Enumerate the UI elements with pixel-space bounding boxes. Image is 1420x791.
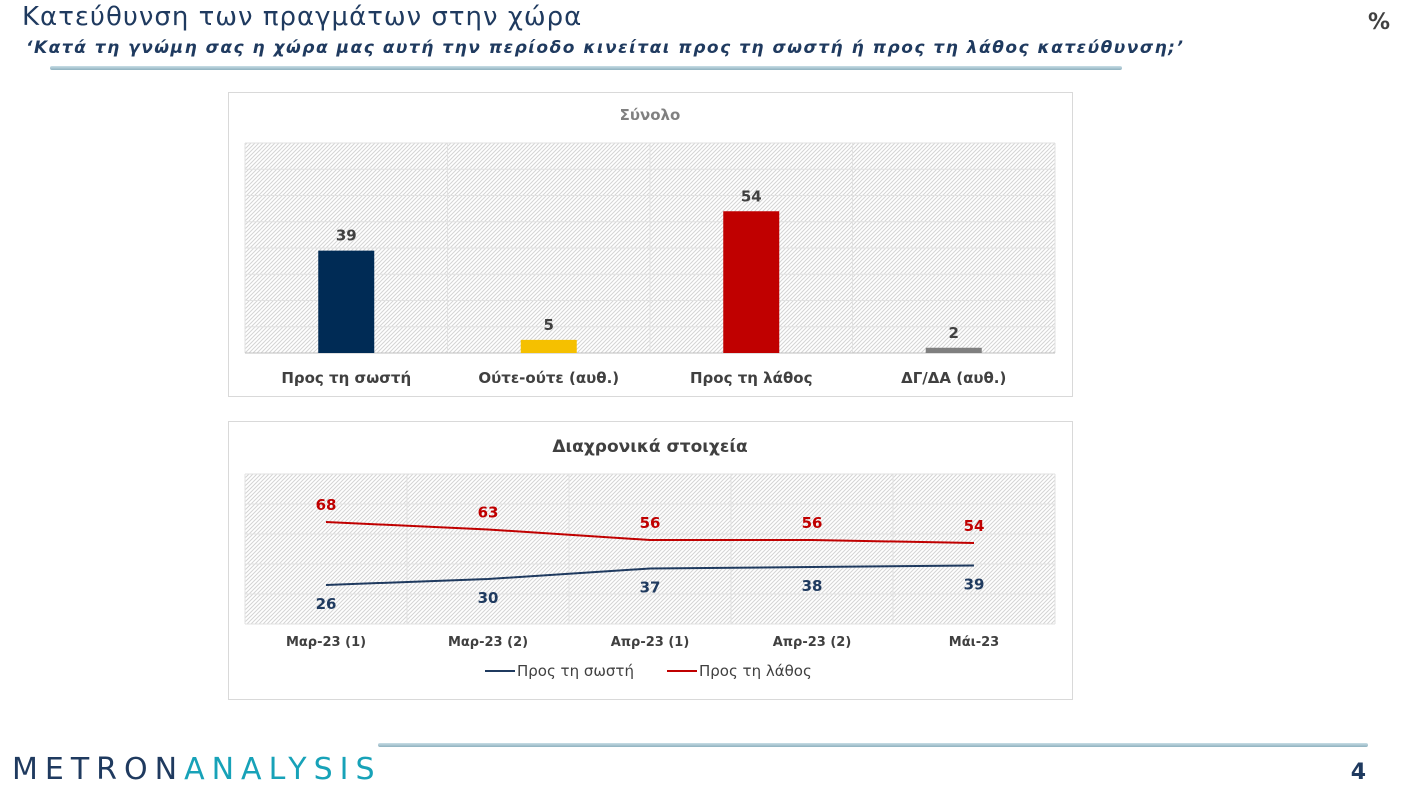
line-category-label: Μάι-23 — [949, 635, 999, 650]
series-line-2 — [325, 521, 975, 544]
legend-label-2: Προς τη λάθος — [699, 662, 812, 680]
title-divider — [50, 66, 1122, 70]
bar-4 — [925, 347, 982, 353]
bar-data-label: 54 — [741, 187, 762, 205]
bar-data-label: 39 — [336, 227, 357, 245]
line-data-label: 26 — [316, 595, 337, 613]
logo-text-analysis: ANALYSIS — [184, 752, 382, 787]
metron-analysis-logo: METRONANALYSIS — [12, 752, 382, 787]
bar-2 — [520, 339, 577, 353]
line-category-label: Απρ-23 (2) — [773, 635, 852, 650]
line-plot-area — [245, 474, 1055, 624]
line-data-label: 56 — [802, 514, 823, 532]
line-data-label: 54 — [964, 517, 985, 535]
line-chart-title: Διαχρονικά στοιχεία — [552, 437, 747, 457]
bar-1 — [318, 250, 375, 353]
line-data-label: 39 — [964, 576, 985, 594]
bar-data-label: 2 — [949, 324, 959, 342]
bar-category-label: ΔΓ/ΔΑ (αυθ.) — [901, 369, 1006, 387]
page-subtitle: ‘Κατά τη γνώμη σας η χώρα μας αυτή την π… — [26, 38, 1185, 58]
line-chart: Διαχρονικά στοιχεία Μαρ-23 (1) Μαρ-23 (2) Α… — [244, 437, 1056, 680]
bar-category-label: Ούτε-ούτε (αυθ.) — [478, 369, 619, 387]
unit-label: % — [1367, 10, 1390, 35]
page-number: 4 — [1350, 760, 1366, 785]
line-category-label: Απρ-23 (1) — [611, 635, 690, 650]
series-line-1 — [325, 564, 975, 586]
line-data-label: 68 — [316, 496, 337, 514]
line-data-label: 56 — [640, 514, 661, 532]
bar-chart-title: Σύνολο — [620, 106, 681, 124]
line-data-label: 30 — [478, 589, 499, 607]
bar-category-label: Προς τη σωστή — [281, 369, 411, 387]
line-data-label: 38 — [802, 577, 823, 595]
legend-label-1: Προς τη σωστή — [517, 662, 634, 680]
logo-text-metron: METRON — [12, 752, 185, 787]
line-category-label: Μαρ-23 (1) — [286, 635, 366, 650]
bar-chart-panel: Σύνολο 39 Προς τη σωστή 5 Ούτε-ούτε (αυθ.) 54… — [228, 92, 1073, 397]
line-data-label: 37 — [640, 579, 661, 597]
bar-3 — [723, 211, 780, 353]
bar-data-label: 5 — [544, 316, 554, 334]
footer-divider — [378, 743, 1368, 747]
bar-chart: Σύνολο 39 Προς τη σωστή 5 Ούτε-ούτε (αυθ.) 54… — [244, 106, 1056, 387]
bar-category-label: Προς τη λάθος — [690, 369, 812, 387]
line-category-label: Μαρ-23 (2) — [448, 635, 528, 650]
line-chart-panel: Διαχρονικά στοιχεία Μαρ-23 (1) Μαρ-23 (2) Α… — [228, 421, 1073, 700]
line-data-label: 63 — [478, 504, 499, 522]
page-title: Κατεύθυνση των πραγμάτων στην χώρα — [22, 2, 583, 32]
